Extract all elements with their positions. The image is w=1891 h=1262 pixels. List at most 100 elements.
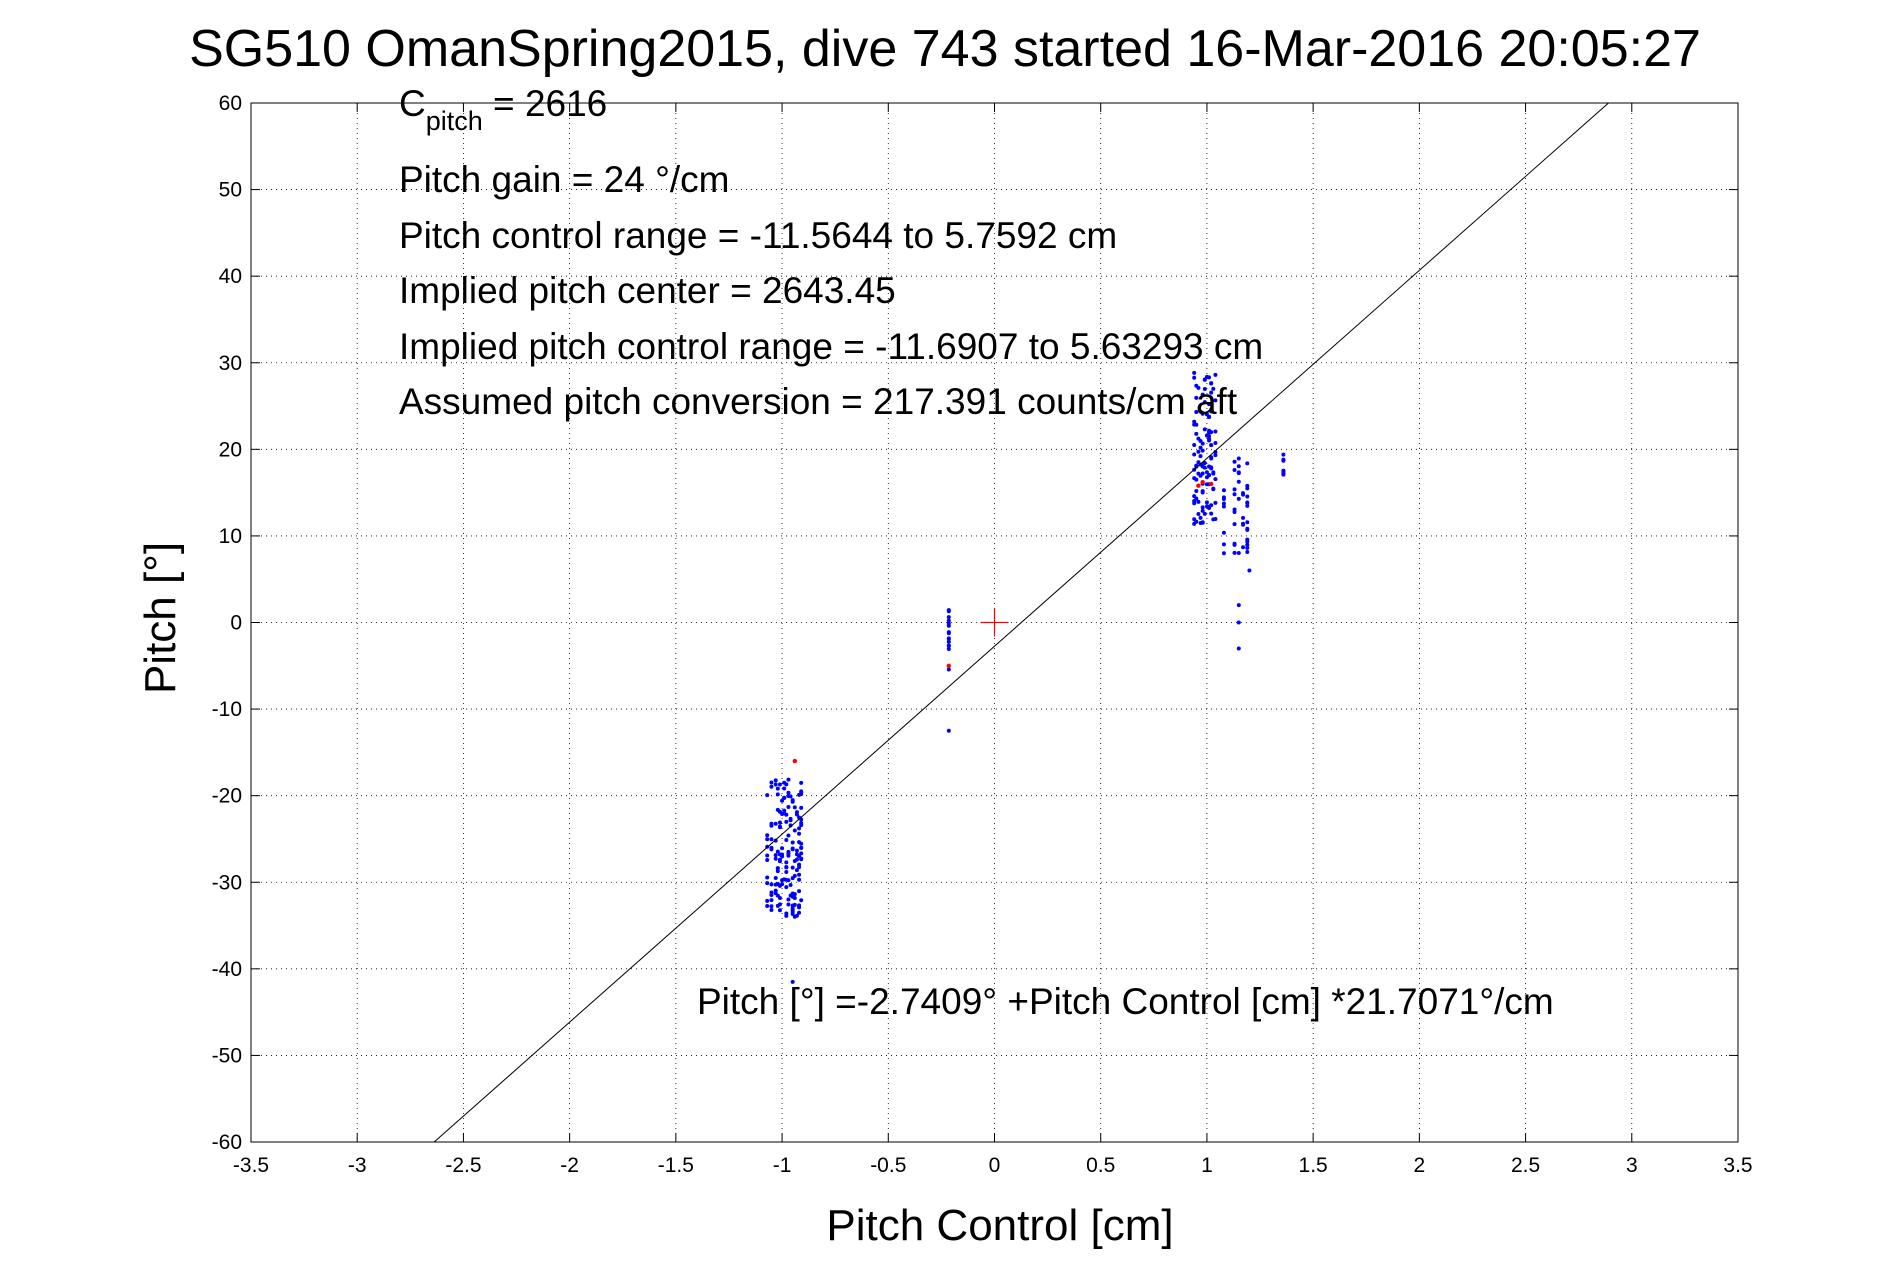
data-point <box>780 846 785 851</box>
x-tick-label: -1.5 <box>658 1154 694 1177</box>
data-point <box>1213 398 1218 403</box>
data-point <box>946 639 951 644</box>
data-point <box>1202 377 1207 382</box>
data-point <box>782 786 787 791</box>
data-point <box>1207 434 1212 439</box>
data-point <box>790 865 795 870</box>
data-point <box>1245 461 1250 466</box>
data-point <box>1221 551 1226 556</box>
data-point <box>797 905 802 910</box>
data-point <box>1194 496 1199 501</box>
annotation-fit-equation: Pitch [°] =-2.7409° +Pitch Control [cm] … <box>697 981 1554 1022</box>
data-point <box>1211 470 1216 475</box>
data-point <box>1236 603 1241 608</box>
data-point <box>769 890 774 895</box>
data-point <box>799 841 804 846</box>
data-point <box>1245 503 1250 508</box>
data-point <box>1245 542 1250 547</box>
data-point <box>777 857 782 862</box>
data-point <box>946 636 951 641</box>
data-point <box>799 845 804 850</box>
data-point <box>1209 381 1214 386</box>
data-point <box>797 877 802 882</box>
flagged-data-point <box>1196 483 1201 488</box>
data-point <box>1200 520 1205 525</box>
data-point <box>769 898 774 903</box>
data-point <box>1211 386 1216 391</box>
data-point <box>1236 464 1241 469</box>
annotation-assumed-pitch-conversion: Assumed pitch conversion = 217.391 count… <box>399 381 1238 422</box>
data-point <box>792 895 797 900</box>
data-point <box>1245 500 1250 505</box>
data-point <box>794 913 799 918</box>
data-point <box>1245 526 1250 531</box>
data-point <box>1202 465 1207 470</box>
scatter-points <box>765 370 1286 984</box>
data-point <box>1209 503 1214 508</box>
data-point <box>773 778 778 783</box>
data-point <box>777 908 782 913</box>
data-point <box>1192 443 1197 448</box>
data-point <box>788 883 793 888</box>
data-point <box>946 630 951 635</box>
data-point <box>946 615 951 620</box>
data-point <box>1209 407 1214 412</box>
annotation-c-pitch-subscript: pitch <box>426 106 483 136</box>
data-point <box>946 609 951 614</box>
data-point <box>788 818 793 823</box>
data-point <box>1209 430 1214 435</box>
data-point <box>1192 419 1197 424</box>
data-point <box>1236 646 1241 651</box>
data-point <box>797 826 802 831</box>
data-point <box>1202 461 1207 466</box>
data-point <box>1196 512 1201 517</box>
x-tick-label: -1 <box>773 1154 792 1177</box>
data-point <box>769 780 774 785</box>
annotation-c-pitch-symbol: C <box>399 83 426 124</box>
data-point <box>1194 431 1199 436</box>
data-point <box>777 825 782 830</box>
data-point <box>765 833 770 838</box>
data-point <box>769 907 774 912</box>
y-tick-label: 40 <box>219 265 242 288</box>
data-point <box>773 838 778 843</box>
data-point <box>788 794 793 799</box>
data-point <box>794 848 799 853</box>
flagged-data-point <box>1208 481 1214 487</box>
data-point <box>1213 477 1218 482</box>
data-point <box>784 812 789 817</box>
data-point <box>1207 402 1212 407</box>
data-point <box>765 793 770 798</box>
data-point <box>1209 456 1214 461</box>
data-point <box>1221 488 1226 493</box>
x-tick-label: -2 <box>560 1154 579 1177</box>
data-point <box>786 833 791 838</box>
x-tick-label: 3 <box>1626 1154 1638 1177</box>
data-point <box>1232 492 1237 497</box>
data-point <box>799 789 804 794</box>
data-point <box>777 902 782 907</box>
x-tick-label: 1 <box>1201 1154 1213 1177</box>
data-point <box>1281 452 1286 457</box>
data-point <box>1202 387 1207 392</box>
flagged-data-point <box>792 758 798 764</box>
data-point <box>1200 441 1205 446</box>
annotation-pitch-gain: Pitch gain = 24 °/cm <box>399 159 730 200</box>
data-point <box>1196 385 1201 390</box>
data-point <box>773 875 778 880</box>
y-tick-label: -60 <box>212 1131 242 1154</box>
data-point <box>780 798 785 803</box>
data-point <box>1236 620 1241 625</box>
data-point <box>784 819 789 824</box>
data-point <box>784 870 789 875</box>
data-point <box>1221 495 1226 500</box>
data-point <box>790 911 795 916</box>
data-point <box>1198 445 1203 450</box>
data-point <box>775 849 780 854</box>
x-tick-label: 0 <box>989 1154 1001 1177</box>
data-point <box>784 865 789 870</box>
data-point <box>946 621 951 626</box>
data-point <box>1232 467 1237 472</box>
x-tick-label: 2 <box>1414 1154 1426 1177</box>
data-point <box>794 812 799 817</box>
